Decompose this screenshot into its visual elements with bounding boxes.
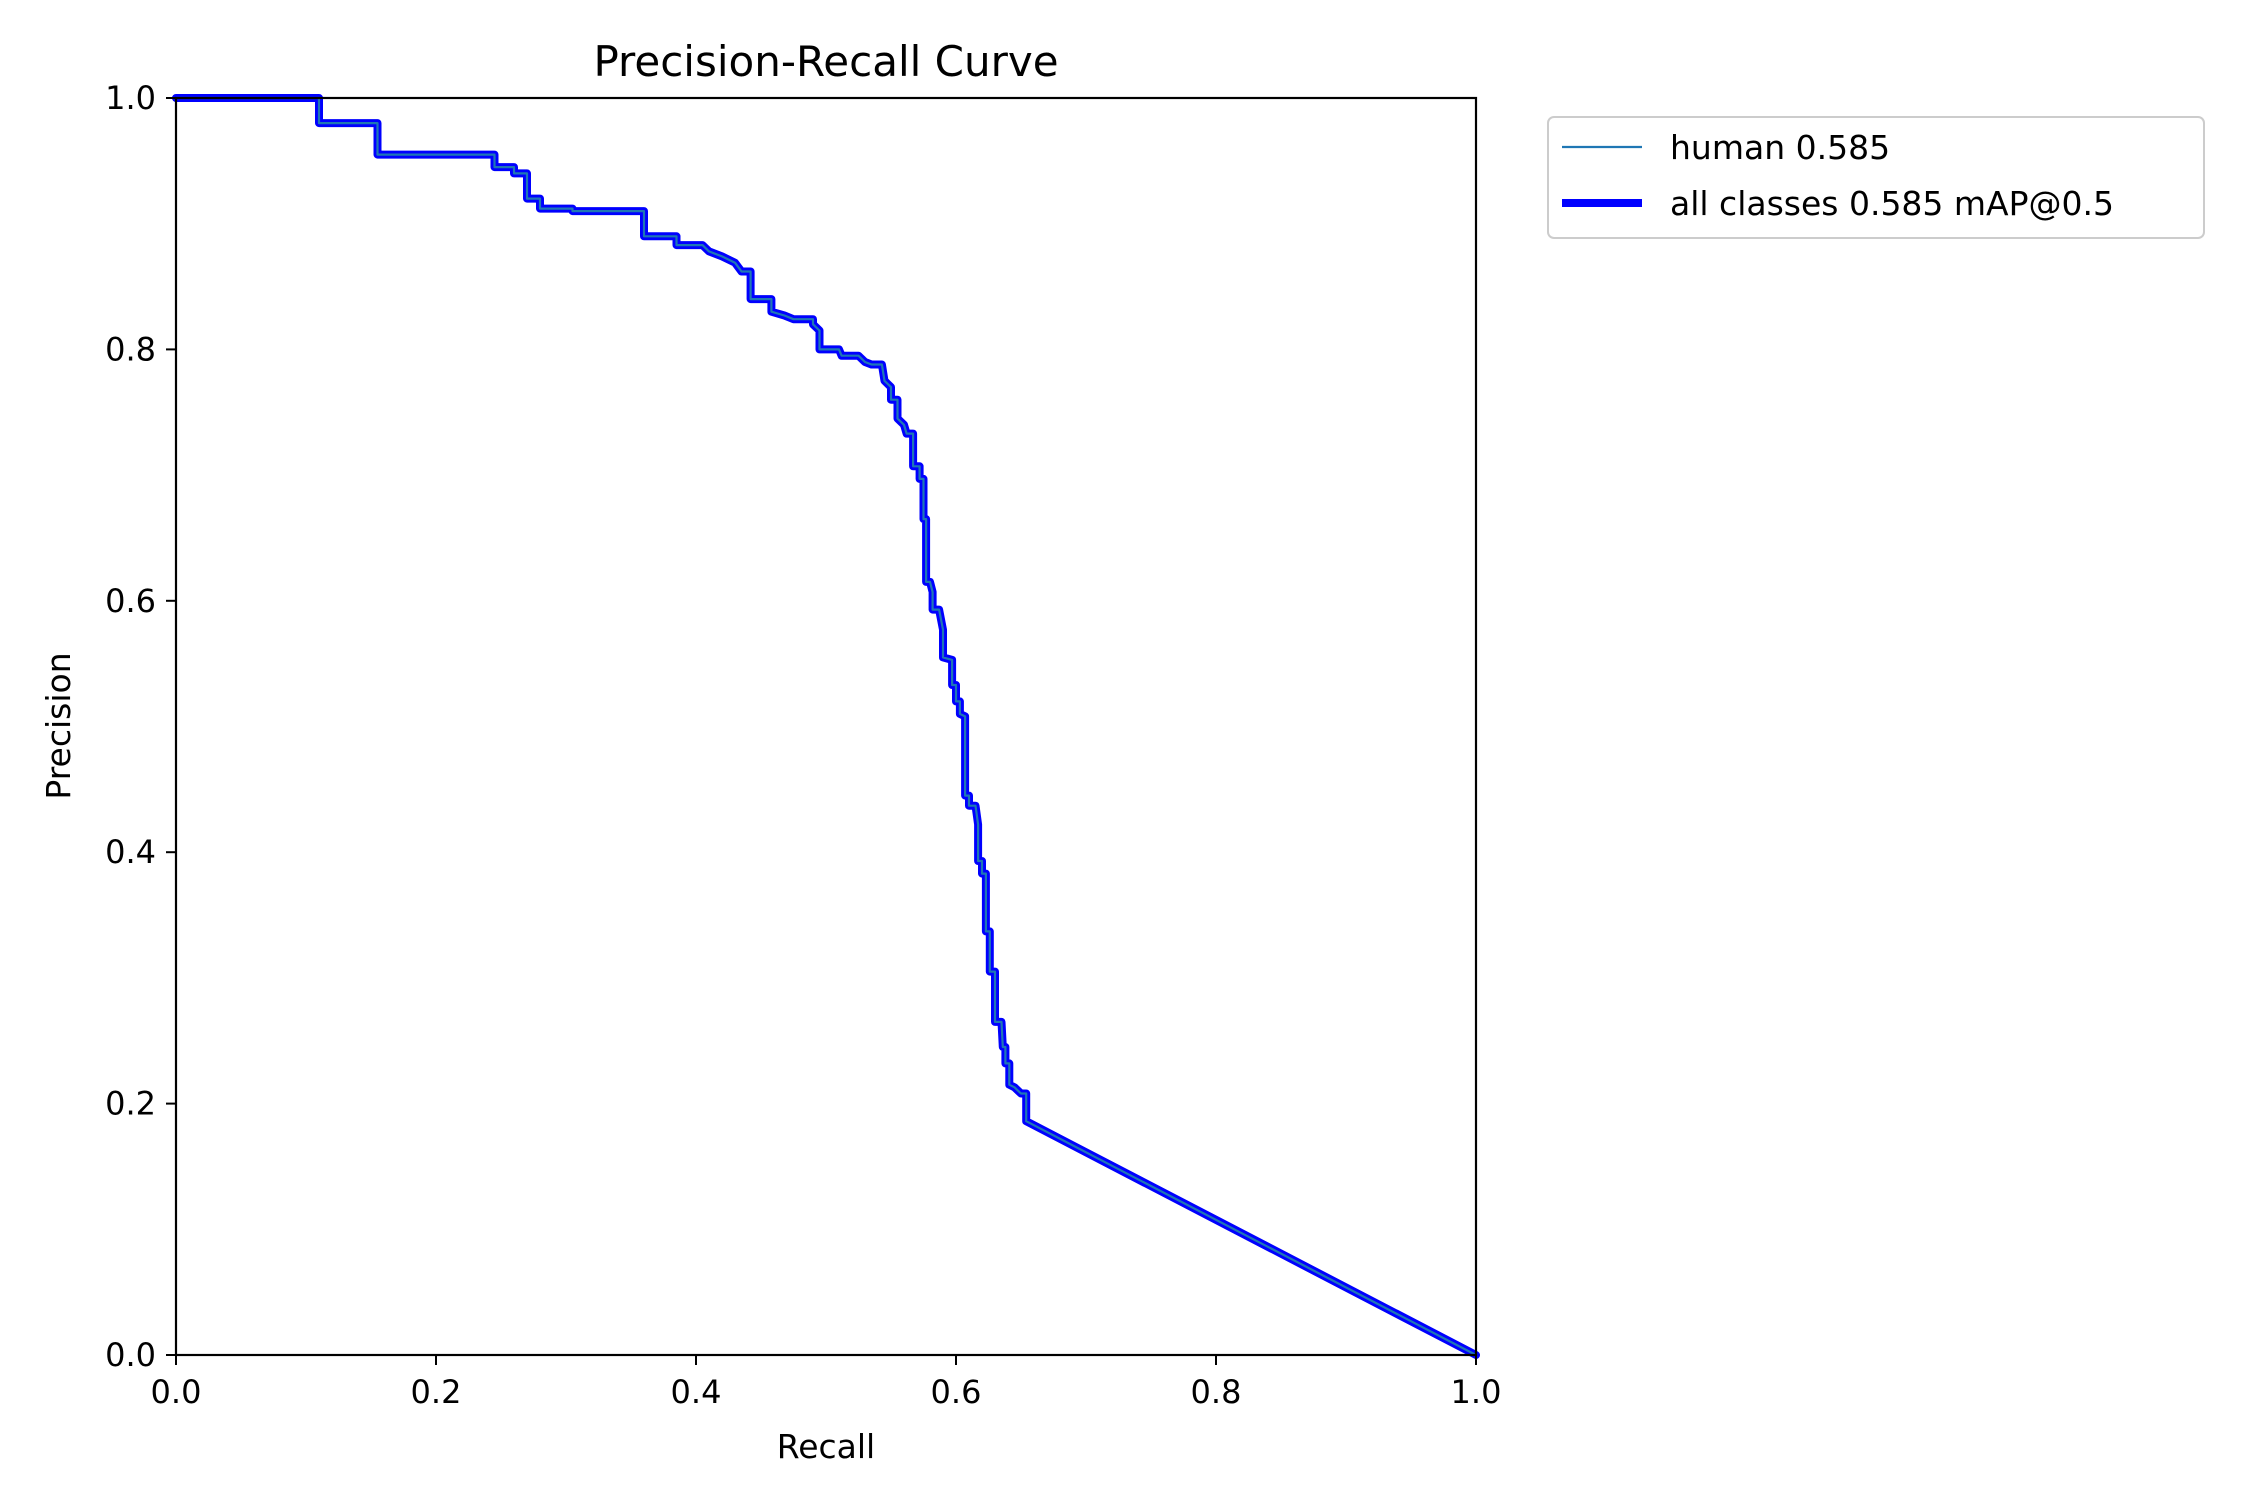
y-axis-label: Precision xyxy=(39,652,78,799)
y-tick-label: 0.8 xyxy=(105,330,156,368)
x-axis-label: Recall xyxy=(777,1427,875,1466)
y-tick-label: 0.2 xyxy=(105,1085,156,1123)
y-tick-label: 0.0 xyxy=(105,1336,156,1374)
x-tick-label: 0.0 xyxy=(151,1373,202,1411)
x-tick-label: 0.6 xyxy=(931,1373,982,1411)
legend-label-all-classes: all classes 0.585 mAP@0.5 xyxy=(1670,184,2114,223)
x-tick-label: 0.4 xyxy=(671,1373,722,1411)
chart-title: Precision-Recall Curve xyxy=(593,37,1058,86)
series-line-all-classes xyxy=(172,94,1480,1359)
plot-area-frame xyxy=(174,96,1478,1357)
y-tick-label: 0.6 xyxy=(105,582,156,620)
x-tick-label: 1.0 xyxy=(1451,1373,1502,1411)
x-tick-label: 0.8 xyxy=(1191,1373,1242,1411)
y-tick-label: 0.4 xyxy=(105,833,156,871)
y-tick-label: 1.0 xyxy=(105,79,156,117)
series-line-human xyxy=(174,96,1478,1357)
legend: human 0.585 all classes 0.585 mAP@0.5 xyxy=(1547,116,2205,239)
legend-label-human: human 0.585 xyxy=(1670,128,1890,167)
legend-box xyxy=(1547,116,2205,239)
x-tick-label: 0.2 xyxy=(411,1373,462,1411)
tick-layer: 0.0 0.2 0.4 0.6 0.8 1.0 0.0 0.2 0.4 0.6 0.8 1.0 xyxy=(105,79,1501,1411)
series-layer xyxy=(172,94,1480,1359)
